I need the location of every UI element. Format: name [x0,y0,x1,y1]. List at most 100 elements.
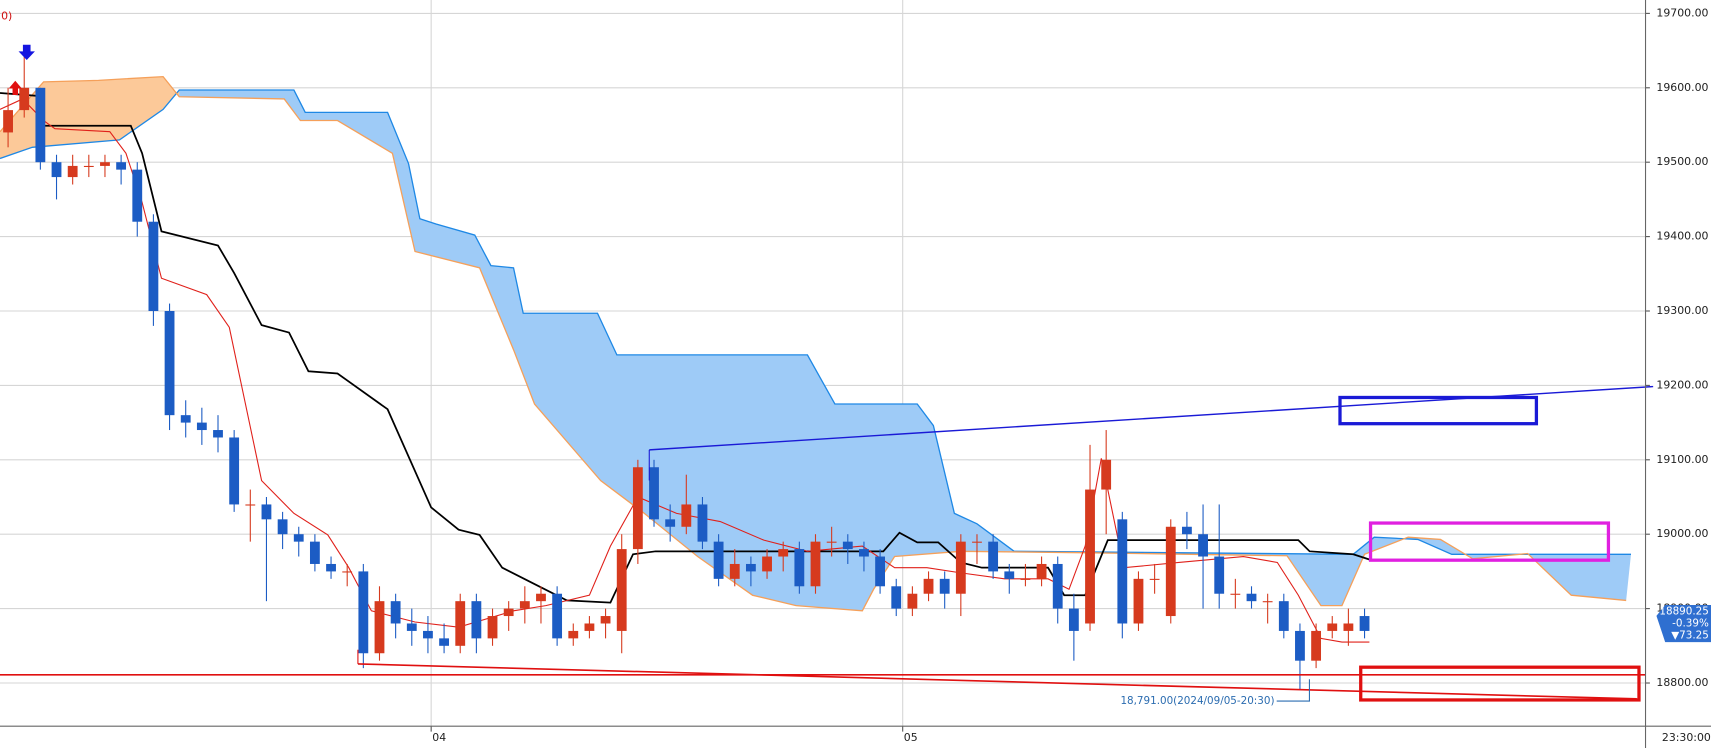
candle-body [1149,578,1160,580]
x-tick-label: 04 [432,731,446,744]
candle-body [309,541,320,564]
low-arrow [1276,679,1310,702]
candle-body [536,593,546,602]
candle-body [423,630,433,639]
candle-body [519,601,530,609]
candle-body [358,571,369,654]
blue-box [1338,395,1539,426]
candle-body [1311,630,1322,661]
down-arrow-icon [18,44,35,61]
candle-body [1262,601,1273,603]
candle-body [875,556,886,587]
candle-body [229,437,240,505]
candle-body [762,556,772,572]
candle-body [842,541,853,550]
y-tick-label: 19100.00 [1656,453,1708,466]
candle-body [616,549,627,631]
candle-body [939,578,950,594]
candle-body [955,541,966,594]
candle-body [1182,526,1192,535]
candle-body [1004,571,1015,579]
candle-body [342,571,353,573]
y-tick-label: 19200.00 [1656,378,1708,391]
red-box [1359,665,1641,702]
candle-body [164,310,175,416]
candle-body [1117,519,1128,624]
candle-body [584,623,595,631]
candle-body [277,519,288,535]
candle-body [51,162,62,178]
candle-body [1230,593,1241,595]
candle-body [503,608,514,617]
candle-body [116,162,127,170]
candle-body [326,563,336,572]
candle-body [632,467,643,550]
candle-body [1101,459,1112,490]
candle-body [649,467,659,520]
candle-body [1295,630,1305,661]
candle-body [1214,556,1225,594]
candle-body [487,616,498,639]
candle-body [1085,489,1095,624]
candle-body [455,601,466,646]
cloud-fill [0,76,1631,611]
candle-body [35,87,46,163]
last-price: 18890.25 [1659,605,1708,617]
candle-body [1165,526,1176,617]
candle-body [148,221,159,311]
candle-body [293,534,304,542]
candles [3,50,1370,690]
candle-body [745,563,756,572]
indicator-line [0,92,1370,604]
y-tick-label: 18800.00 [1656,676,1708,689]
candle-body [196,422,207,431]
candle-body [1198,534,1208,557]
candle-body [810,541,821,587]
candle-body [1068,608,1079,631]
candle-body [665,519,676,527]
candle-body [859,549,869,557]
y-tick-label: 19600.00 [1656,81,1708,94]
candle-body [1133,578,1144,624]
candle-body [213,430,223,438]
candle-body [713,541,724,579]
last-diff: ▼73.25 [1671,630,1709,642]
candle-body [794,549,805,587]
support-trend-line [357,663,1637,700]
y-tick-label: 19700.00 [1656,6,1708,19]
candle-body [3,110,13,133]
candle-body [729,563,740,579]
candle-body [471,601,482,639]
x-tick-label: 05 [904,731,918,744]
last-change: -0.39% [1672,618,1709,630]
candle-body [826,541,837,543]
candle-body [100,162,110,166]
candle-body [261,504,272,520]
candle-body [988,541,999,572]
candle-body [923,578,934,594]
candle-body [180,415,191,423]
low-annotation: 18,791.00(2024/09/05-20:30) [1120,695,1274,707]
y-tick-label: 19500.00 [1656,155,1708,168]
y-tick-label: 19300.00 [1656,304,1708,317]
magenta-box [1368,521,1611,562]
candle-body [132,169,143,222]
candle-body [697,504,708,542]
candle-body [972,541,982,543]
candle-body [1327,623,1338,631]
candle-body [83,165,94,168]
candle-body [439,638,449,646]
candle-body [568,630,579,639]
candle-body [600,616,611,624]
price-pointer [1656,604,1711,643]
candle-body [891,586,902,609]
candle-body [552,593,563,639]
indicator-line [0,75,1627,612]
indicator-label: 0) [1,9,12,22]
candle-body [245,504,256,506]
candle-body [67,165,78,178]
candle-body [1246,593,1257,602]
